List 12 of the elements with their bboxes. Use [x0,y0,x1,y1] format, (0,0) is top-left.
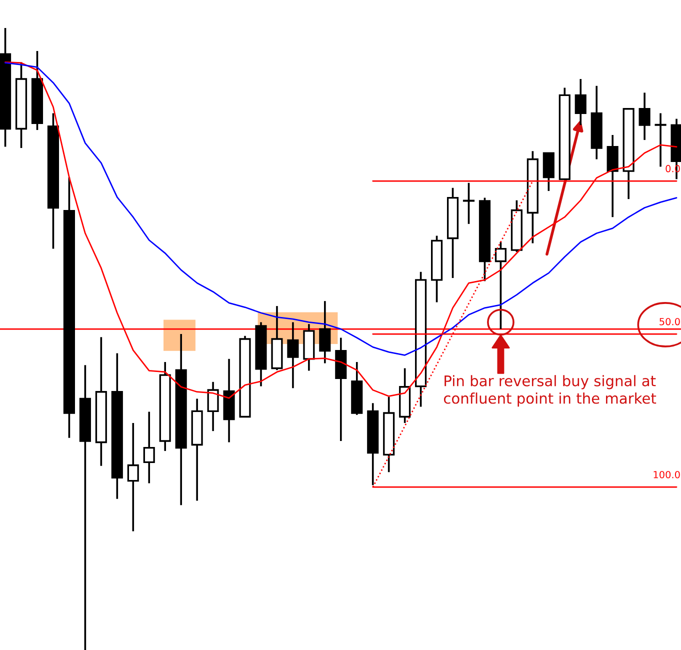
annotation: Pin bar reversal buy signal at confluent point in the market [444,375,656,407]
series-label: 50.0 [660,318,680,326]
candlestick [494,241,507,330]
candlestick [574,78,586,126]
candlestick [127,422,139,532]
candlestick [319,300,331,364]
candlestick [207,381,219,432]
candlestick [654,112,666,168]
candlestick [287,321,299,390]
candlestick [143,410,155,484]
series-label: 100.0 [654,470,680,478]
candlestick [638,92,650,141]
